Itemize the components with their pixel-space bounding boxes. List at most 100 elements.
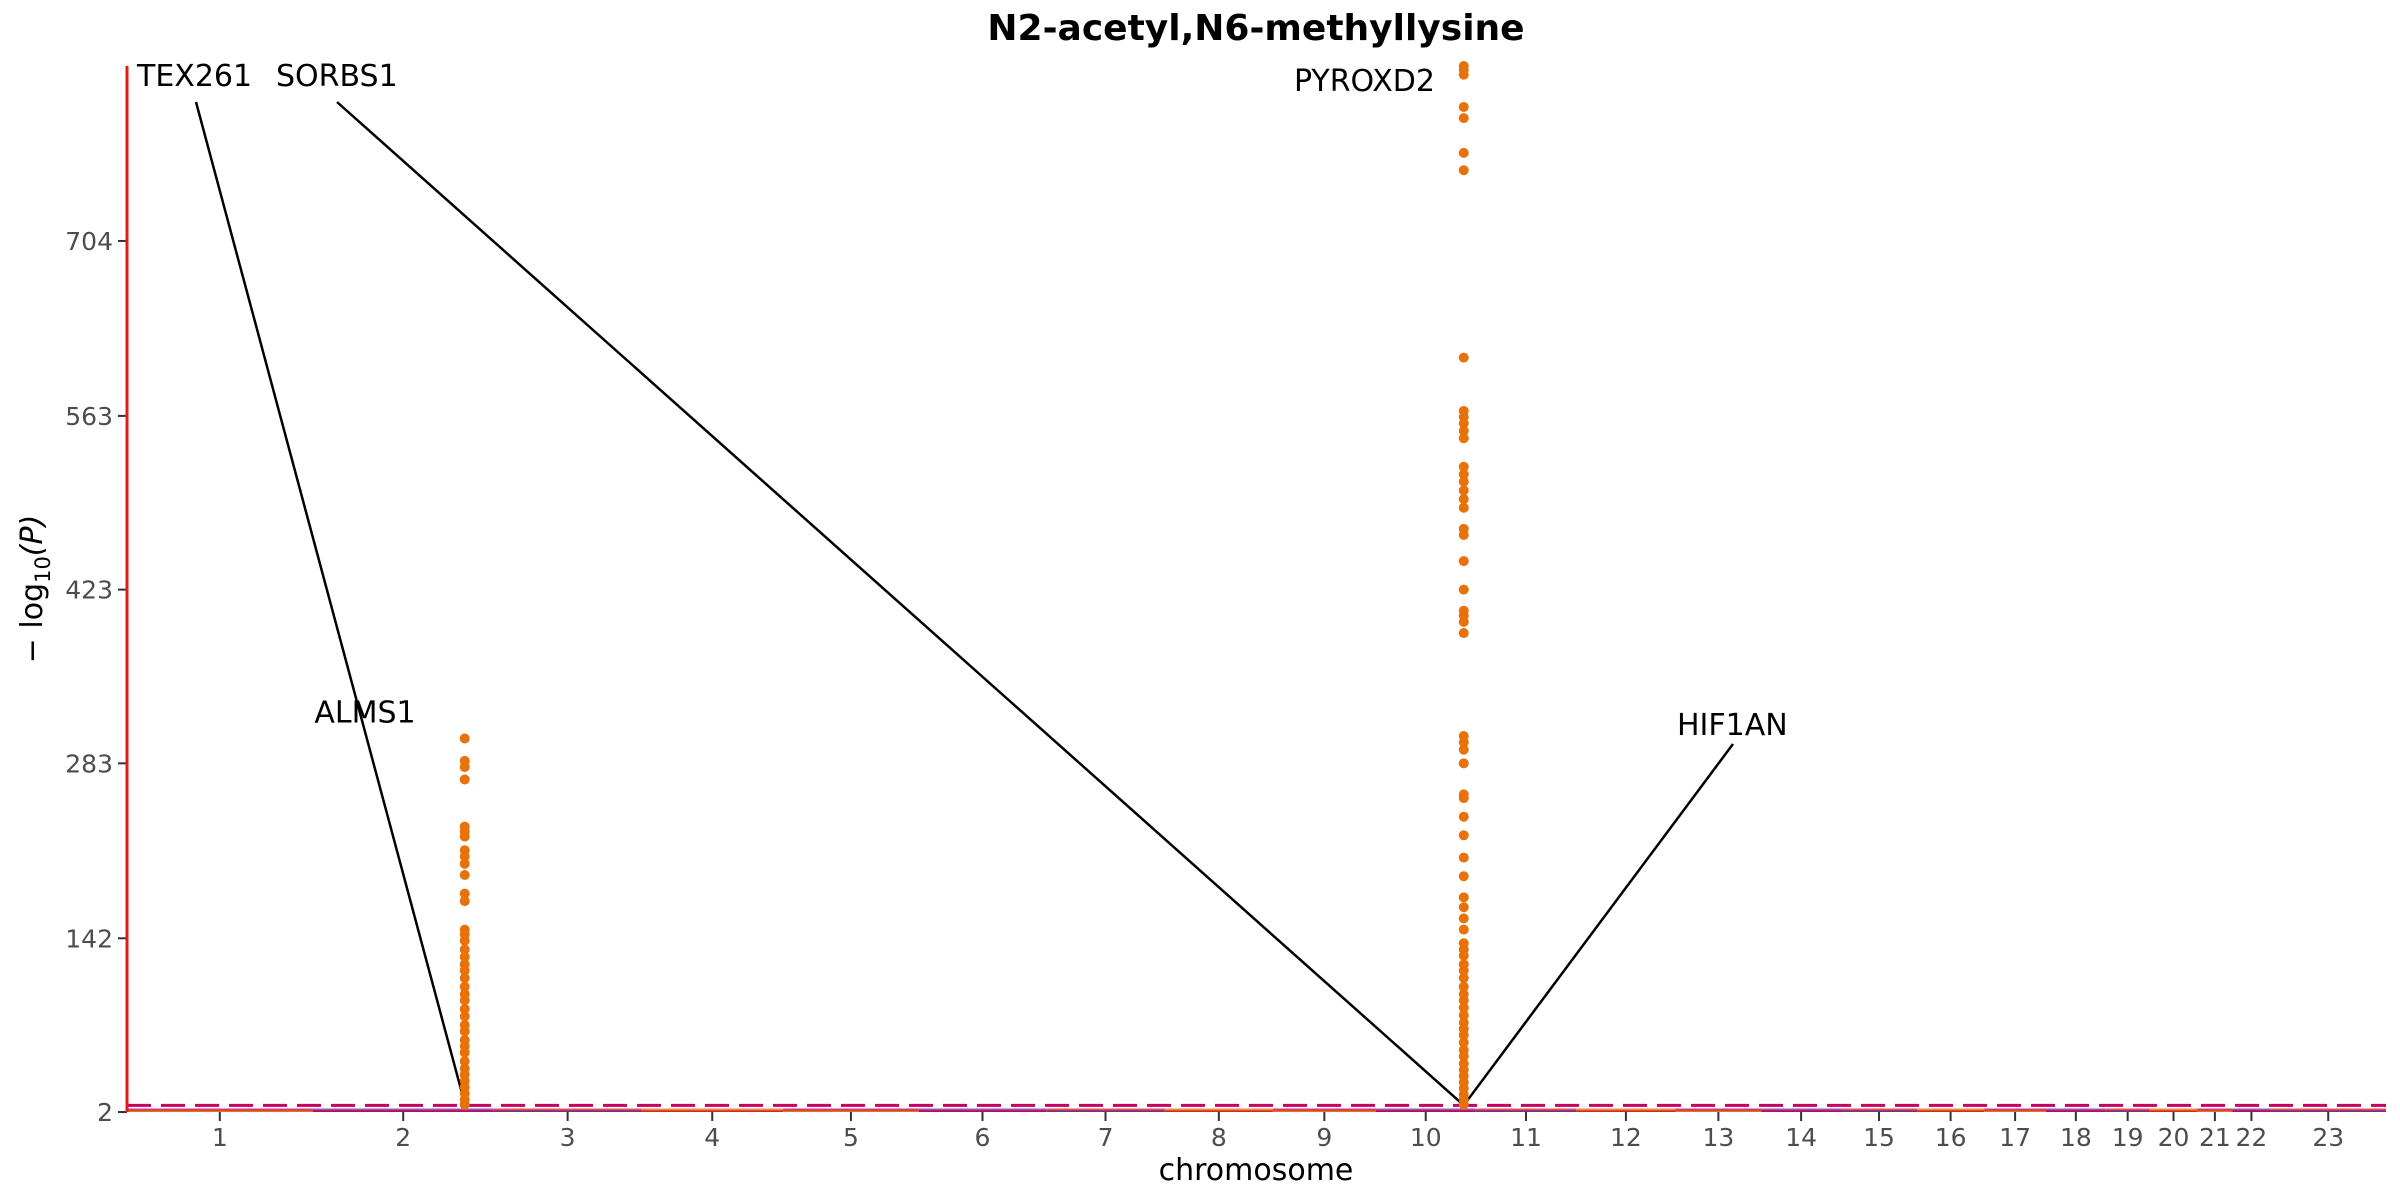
data-point xyxy=(1458,425,1469,436)
gene-labels: TEX261 SORBS1 ALMS1 PYROXD2 HIF1AN xyxy=(136,59,1788,743)
baseline-band xyxy=(2149,1110,2198,1112)
baseline-scatter xyxy=(493,1108,642,1111)
annotation-line xyxy=(1464,743,1735,1105)
x-tick-label: 5 xyxy=(843,1123,859,1152)
baseline-band xyxy=(127,1110,313,1112)
data-point xyxy=(1458,924,1469,935)
data-point xyxy=(459,1047,470,1058)
data-point xyxy=(1458,902,1469,913)
data-point xyxy=(459,965,470,976)
x-tick-label: 12 xyxy=(1610,1123,1642,1152)
data-point xyxy=(459,981,470,992)
x-tick-label: 14 xyxy=(1785,1123,1817,1152)
x-tick-label: 21 xyxy=(2199,1123,2231,1152)
x-tick-label: 6 xyxy=(975,1123,991,1152)
data-point xyxy=(1458,1010,1469,1021)
y-tick-label: 142 xyxy=(65,924,113,953)
data-point xyxy=(1458,147,1469,158)
data-point xyxy=(1458,502,1469,513)
annotation-line xyxy=(336,101,1463,1105)
x-tick-label: 8 xyxy=(1211,1123,1227,1152)
y-tick-label: 704 xyxy=(65,227,113,256)
data-point xyxy=(459,888,470,899)
baseline-scatter xyxy=(2270,1108,2386,1111)
data-point xyxy=(1458,69,1469,80)
baseline-scatter xyxy=(1046,1108,1165,1111)
data-point xyxy=(1458,811,1469,822)
baseline-band xyxy=(1576,1110,1676,1112)
baseline-scatter xyxy=(1984,1108,2047,1111)
x-tick-label: 20 xyxy=(2158,1123,2190,1152)
x-tick-label: 11 xyxy=(1510,1123,1542,1152)
data-point xyxy=(1458,469,1469,480)
gene-label: HIF1AN xyxy=(1677,708,1788,743)
baseline-band xyxy=(918,1110,1047,1112)
x-tick-label: 2 xyxy=(395,1123,411,1152)
x-tick-label: 22 xyxy=(2236,1123,2268,1152)
data-point xyxy=(459,972,470,983)
data-point xyxy=(1458,494,1469,505)
data-point xyxy=(1458,628,1469,639)
x-tick-label: 3 xyxy=(560,1123,576,1152)
data-point xyxy=(459,831,470,842)
data-point xyxy=(459,851,470,862)
x-tick-label: 19 xyxy=(2112,1123,2144,1152)
gene-label: PYROXD2 xyxy=(1294,64,1435,99)
annotation-line xyxy=(194,101,466,1104)
data-point xyxy=(459,762,470,773)
baseline-scatter xyxy=(641,1108,784,1111)
gene-label: TEX261 xyxy=(136,59,252,94)
data-point xyxy=(459,1011,470,1022)
y-axis-label: − log10(P) xyxy=(15,515,55,664)
x-tick-label: 1 xyxy=(212,1123,228,1152)
chart-title: N2-acetyl,N6-methyllysine xyxy=(987,8,1524,49)
data-point xyxy=(1458,793,1469,804)
baseline-band xyxy=(1841,1110,1918,1112)
baseline-band xyxy=(1272,1110,1376,1112)
data-point xyxy=(1458,758,1469,769)
baseline-band xyxy=(2270,1110,2386,1112)
baseline-scatter xyxy=(783,1108,919,1111)
gene-label: ALMS1 xyxy=(314,695,415,730)
baseline-scatter xyxy=(1761,1108,1842,1111)
y-tick-label: 283 xyxy=(65,749,113,778)
data-point xyxy=(459,733,470,744)
data-point xyxy=(459,870,470,881)
baseline-band xyxy=(2197,1110,2233,1112)
baseline-band xyxy=(1164,1110,1273,1112)
baseline-scatter xyxy=(2197,1108,2233,1111)
data-point xyxy=(1458,1002,1469,1013)
x-tick-label: 10 xyxy=(1410,1123,1442,1152)
data-point xyxy=(1458,433,1469,444)
baseline-scatter xyxy=(2046,1108,2106,1111)
y-tick-label: 423 xyxy=(65,576,113,605)
data-point xyxy=(1458,584,1469,595)
baseline-band xyxy=(1761,1110,1842,1112)
baseline-band xyxy=(1917,1110,1985,1112)
baseline-scatter xyxy=(2149,1108,2198,1111)
data-point xyxy=(459,935,470,946)
data-point xyxy=(1458,476,1469,487)
peak-points xyxy=(459,61,1469,1110)
y-tick-label: 2 xyxy=(97,1098,113,1127)
data-point xyxy=(459,951,470,962)
baseline-scatter xyxy=(1272,1108,1376,1111)
data-point xyxy=(1458,830,1469,841)
data-point xyxy=(1458,737,1469,748)
x-axis-title: chromosome xyxy=(1159,1153,1354,1188)
baseline-band xyxy=(1046,1110,1165,1112)
x-tick-label: 17 xyxy=(1999,1123,2031,1152)
baseline-band xyxy=(1675,1110,1762,1112)
baseline-band xyxy=(783,1110,919,1112)
baseline-scatter xyxy=(2232,1108,2271,1111)
baseline-band xyxy=(641,1110,784,1112)
data-point xyxy=(459,774,470,785)
baseline-scatter xyxy=(2105,1108,2150,1111)
baseline-band xyxy=(2232,1110,2271,1112)
data-point xyxy=(1458,556,1469,567)
data-point xyxy=(1458,1030,1469,1041)
data-point xyxy=(459,1026,470,1037)
baseline-band xyxy=(493,1110,642,1112)
